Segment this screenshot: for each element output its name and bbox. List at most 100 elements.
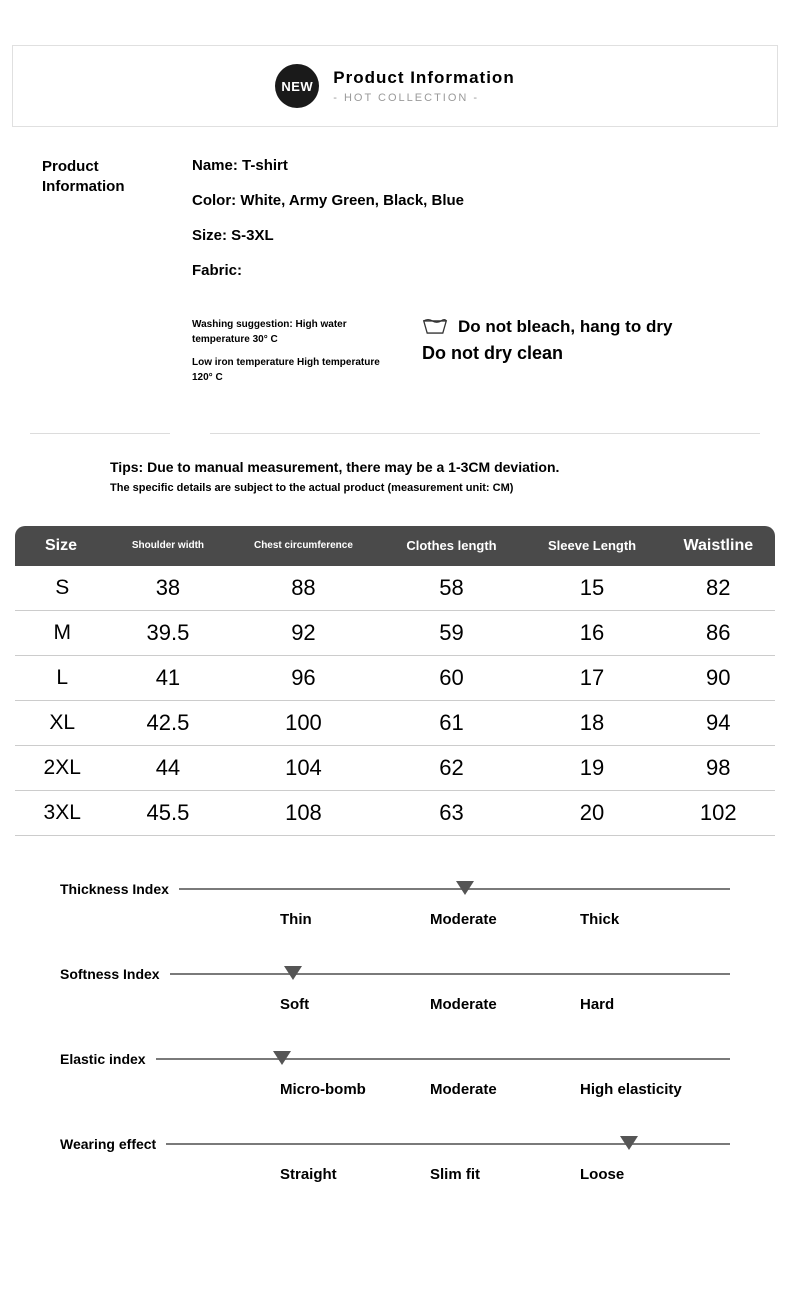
table-cell: 16 (523, 610, 662, 655)
dryclean-text: Do not dry clean (422, 343, 778, 364)
table-cell: 96 (226, 655, 380, 700)
index-label: Elastic index (60, 1051, 146, 1067)
index-option: Slim fit (430, 1166, 580, 1183)
header-text: Product Information - HOT COLLECTION - (333, 68, 514, 104)
index-label: Softness Index (60, 966, 160, 982)
table-cell: 59 (380, 610, 522, 655)
tips-section: Tips: Due to manual measurement, there m… (0, 459, 790, 526)
index-option: Micro-bomb (280, 1081, 430, 1098)
table-row: M39.592591686 (15, 610, 775, 655)
product-info-section: Product Information Name: T-shirt Color:… (0, 157, 790, 418)
table-row: 3XL45.51086320102 (15, 790, 775, 835)
table-cell: 15 (523, 566, 662, 611)
table-cell: 94 (662, 700, 775, 745)
table-cell: 58 (380, 566, 522, 611)
table-cell: 90 (662, 655, 775, 700)
index-options: ThinModerateThick (60, 911, 730, 928)
col-waistline: Waistline (662, 526, 775, 566)
table-cell: 98 (662, 745, 775, 790)
index-marker-icon (456, 881, 474, 895)
index-line (156, 1058, 730, 1060)
tips-sub: The specific details are subject to the … (110, 481, 680, 496)
index-row: Wearing effect StraightSlim fitLoose (60, 1136, 730, 1183)
index-label: Thickness Index (60, 881, 169, 897)
table-cell: 61 (380, 700, 522, 745)
table-cell: 104 (226, 745, 380, 790)
table-cell: 108 (226, 790, 380, 835)
table-cell: 18 (523, 700, 662, 745)
col-chest: Chest circumference (226, 526, 380, 566)
index-row: Softness Index SoftModerateHard (60, 966, 730, 1013)
section-label: Product Information (12, 157, 162, 393)
index-option: Moderate (430, 911, 580, 928)
divider (0, 433, 790, 434)
table-cell: 45.5 (109, 790, 226, 835)
info-name: Name: T-shirt (192, 157, 778, 174)
index-option: Hard (580, 996, 730, 1013)
table-cell: 92 (226, 610, 380, 655)
table-row: L4196601790 (15, 655, 775, 700)
table-cell: 17 (523, 655, 662, 700)
tips-main: Tips: Due to manual measurement, there m… (110, 459, 680, 475)
info-fabric: Fabric: (192, 262, 778, 279)
col-sleeve-length: Sleeve Length (523, 526, 662, 566)
table-cell: 20 (523, 790, 662, 835)
wash-instructions-left: Washing suggestion: High water temperatu… (192, 317, 402, 393)
table-cell: 88 (226, 566, 380, 611)
table-cell: 102 (662, 790, 775, 835)
table-cell: XL (15, 700, 109, 745)
table-cell: 39.5 (109, 610, 226, 655)
table-cell: 82 (662, 566, 775, 611)
table-cell: 100 (226, 700, 380, 745)
index-option: Thin (280, 911, 430, 928)
table-cell: 42.5 (109, 700, 226, 745)
index-option: High elasticity (580, 1081, 730, 1098)
table-cell: 63 (380, 790, 522, 835)
index-section: Thickness IndexThinModerateThickSoftness… (0, 881, 790, 1261)
table-row: 2XL44104621998 (15, 745, 775, 790)
iron-suggestion: Low iron temperature High temperature 12… (192, 355, 402, 385)
table-cell: 38 (109, 566, 226, 611)
table-cell: S (15, 566, 109, 611)
index-line (170, 973, 730, 975)
index-label: Wearing effect (60, 1136, 156, 1152)
table-cell: 44 (109, 745, 226, 790)
bleach-text: Do not bleach, hang to dry (458, 317, 672, 337)
wash-basin-icon (422, 317, 448, 337)
table-cell: 86 (662, 610, 775, 655)
header-box: NEW Product Information - HOT COLLECTION… (12, 45, 778, 127)
index-option: Loose (580, 1166, 730, 1183)
index-option: Soft (280, 996, 430, 1013)
info-size: Size: S-3XL (192, 227, 778, 244)
table-cell: 62 (380, 745, 522, 790)
info-color: Color: White, Army Green, Black, Blue (192, 192, 778, 209)
table-cell: 2XL (15, 745, 109, 790)
size-table: Size Shoulder width Chest circumference … (15, 526, 775, 836)
table-cell: L (15, 655, 109, 700)
table-cell: 19 (523, 745, 662, 790)
table-cell: 60 (380, 655, 522, 700)
table-row: XL42.5100611894 (15, 700, 775, 745)
index-option: Moderate (430, 996, 580, 1013)
index-options: StraightSlim fitLoose (60, 1166, 730, 1183)
header-subtitle: - HOT COLLECTION - (333, 92, 514, 104)
index-options: SoftModerateHard (60, 996, 730, 1013)
index-marker-icon (284, 966, 302, 980)
index-option: Thick (580, 911, 730, 928)
table-cell: M (15, 610, 109, 655)
index-option: Straight (280, 1166, 430, 1183)
col-clothes-length: Clothes length (380, 526, 522, 566)
table-cell: 41 (109, 655, 226, 700)
col-size: Size (15, 526, 109, 566)
header-title: Product Information (333, 68, 514, 88)
index-row: Thickness Index ThinModerateThick (60, 881, 730, 928)
index-option: Moderate (430, 1081, 580, 1098)
table-header-row: Size Shoulder width Chest circumference … (15, 526, 775, 566)
index-line (179, 888, 730, 890)
wash-suggestion: Washing suggestion: High water temperatu… (192, 317, 402, 347)
table-cell: 3XL (15, 790, 109, 835)
table-row: S3888581582 (15, 566, 775, 611)
index-marker-icon (273, 1051, 291, 1065)
col-shoulder: Shoulder width (109, 526, 226, 566)
index-options: Micro-bombModerateHigh elasticity (60, 1081, 730, 1098)
